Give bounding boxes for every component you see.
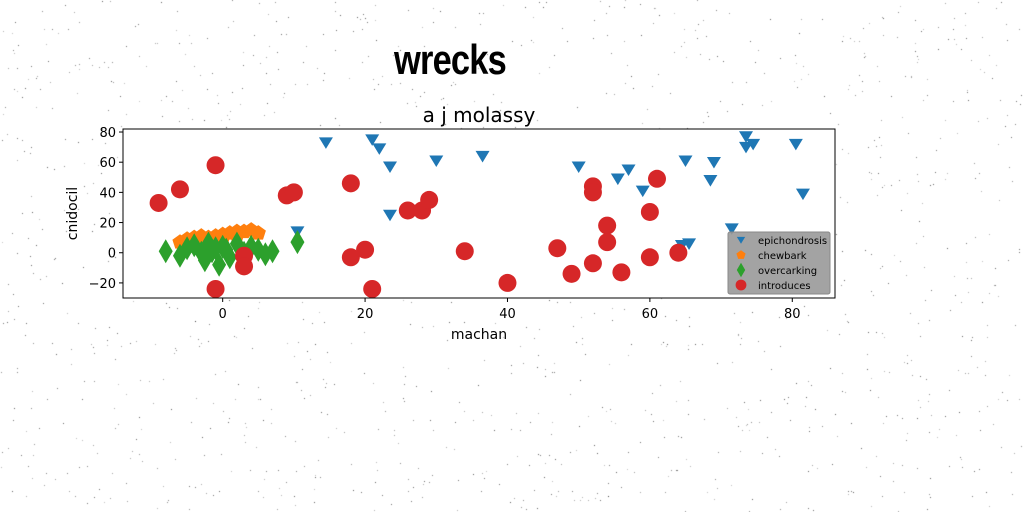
legend-label: overcarking [758,266,817,277]
point-overcarking [222,245,237,270]
data-marks [149,131,810,298]
point-introduces [341,248,360,267]
point-introduces [612,263,631,282]
point-introduces [498,273,517,292]
point-epichondrosis [795,188,810,201]
point-introduces [648,169,666,188]
point-introduces [206,279,225,298]
point-epichondrosis [475,150,490,163]
point-introduces [640,248,659,267]
point-epichondrosis [678,155,693,167]
x-tick-label: 80 [784,307,801,322]
legend-marker-chewbark [736,250,746,259]
point-overcarking [212,252,227,277]
point-introduces [640,202,659,221]
point-epichondrosis [610,173,625,186]
legend-marker-overcarking [736,262,746,278]
point-introduces [341,174,360,193]
point-epichondrosis [318,137,333,149]
point-introduces [420,190,439,209]
y-tick-label: 80 [99,126,116,141]
point-introduces [356,240,375,259]
point-epichondrosis [788,138,803,151]
point-epichondrosis [746,138,761,151]
y-tick-label: −20 [89,277,116,292]
chart-title: a j molassy [423,103,536,127]
point-introduces [170,180,189,199]
point-overcarking [265,239,280,264]
point-overcarking [158,239,173,264]
point-epichondrosis [571,161,586,174]
point-introduces [548,239,567,258]
point-epichondrosis [383,209,397,222]
legend-marker-introduces [735,279,747,291]
point-introduces [583,183,602,202]
point-overcarking [197,248,212,273]
figure-suptitle: wrecks [394,36,507,83]
point-introduces [149,193,168,212]
point-introduces [598,216,617,235]
legend-label: epichondrosis [758,236,827,247]
point-epichondrosis [365,134,380,146]
point-epichondrosis [383,161,397,174]
point-introduces [598,233,617,252]
point-epichondrosis [703,175,718,187]
y-tick-label: 0 [108,247,116,262]
point-introduces [398,201,417,220]
point-introduces [583,254,602,273]
legend-label: introduces [758,281,811,292]
x-tick-label: 20 [357,307,374,322]
x-tick-label: 60 [642,307,659,322]
plot-frame [122,128,836,299]
point-overcarking [290,230,305,255]
point-epichondrosis [621,164,636,177]
y-axis: −20 0 20 40 60 80 [89,126,123,292]
legend-label: chewbark [758,251,807,262]
point-epichondrosis [706,156,721,169]
y-tick-label: 60 [99,156,116,171]
point-chewbark [250,225,266,240]
point-epichondrosis [739,131,753,143]
y-tick-label: 40 [99,186,116,201]
point-overcarking [244,234,259,259]
point-introduces [363,279,382,298]
point-epichondrosis [724,223,739,235]
y-tick-label: 20 [99,217,116,232]
point-introduces [206,156,225,175]
point-epichondrosis [739,141,753,154]
point-overcarking [251,237,266,262]
x-tick-label: 0 [219,307,227,322]
point-introduces [284,183,303,202]
point-introduces [455,242,474,261]
legend: epichondrosis chewbark overcarking introduc… [727,231,831,295]
point-introduces [562,264,581,283]
legend-box [727,231,831,295]
point-introduces [669,243,688,262]
point-epichondrosis [429,155,444,167]
x-axis-label: machan [451,327,507,343]
x-tick-label: 40 [499,307,516,322]
y-axis-label: cnidocil [65,187,81,240]
point-epichondrosis [635,185,650,198]
legend-marker-epichondrosis [736,236,746,244]
point-epichondrosis [372,143,387,155]
x-axis: 0 20 40 60 80 [219,298,801,322]
point-overcarking [219,237,234,262]
point-introduces [235,257,254,276]
